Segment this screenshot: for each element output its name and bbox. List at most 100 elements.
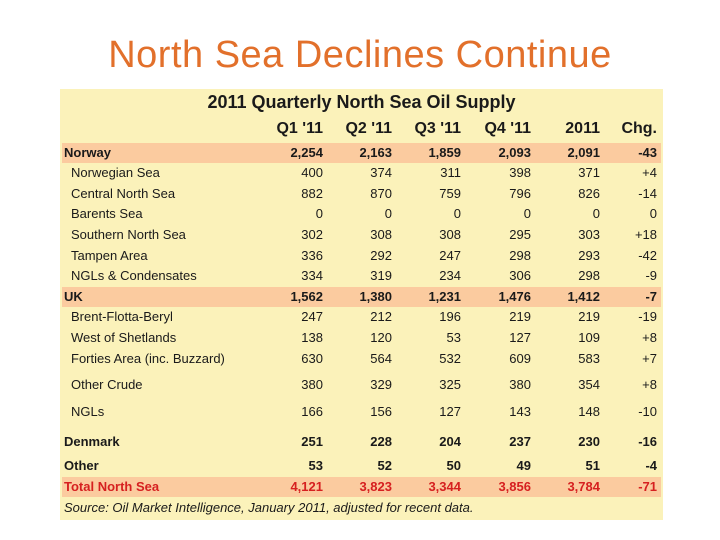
row-value: 53 [446, 330, 461, 345]
row-label: NGLs & Condensates [71, 268, 197, 283]
row-label: Forties Area (inc. Buzzard) [71, 351, 225, 366]
row-value: 583 [578, 351, 600, 366]
row-value: -10 [638, 404, 657, 419]
row-value: 52 [377, 458, 392, 473]
table-row: Other 53 52 50 49 51 -4 [62, 456, 661, 476]
row-label: Denmark [64, 434, 120, 449]
row-label: Total North Sea [64, 479, 160, 494]
row-value: +4 [642, 165, 657, 180]
row-value: 293 [578, 248, 600, 263]
row-value: 882 [301, 186, 323, 201]
row-label: Other [64, 458, 99, 473]
row-value: 50 [446, 458, 461, 473]
table-title: 2011 Quarterly North Sea Oil Supply [207, 92, 516, 112]
row-label: Other Crude [71, 377, 143, 392]
row-value: 609 [509, 351, 531, 366]
row-value: +7 [642, 351, 657, 366]
table-row: NGLs & Condensates 334 319 234 306 298 -9 [62, 266, 661, 286]
row-value: 127 [509, 330, 531, 345]
row-label: Southern North Sea [71, 227, 186, 242]
row-value: 219 [578, 309, 600, 324]
row-value: 308 [439, 227, 461, 242]
row-value: 143 [509, 404, 531, 419]
row-value: 334 [301, 268, 323, 283]
row-value: 302 [301, 227, 323, 242]
column-header: Chg. [621, 120, 657, 137]
row-value: 109 [578, 330, 600, 345]
row-value: 336 [301, 248, 323, 263]
row-label: West of Shetlands [71, 330, 177, 345]
row-value: 4,121 [290, 479, 323, 494]
row-value: -7 [645, 289, 657, 304]
row-value: 196 [439, 309, 461, 324]
row-label: Norway [64, 145, 111, 160]
row-value: 1,231 [428, 289, 461, 304]
row-label: Tampen Area [71, 248, 148, 263]
row-value: 295 [509, 227, 531, 242]
row-value: 234 [439, 268, 461, 283]
row-value: 630 [301, 351, 323, 366]
row-value: 759 [439, 186, 461, 201]
table-row: Brent-Flotta-Beryl 247 212 196 219 219 -19 [62, 307, 661, 327]
row-value: 0 [523, 206, 531, 221]
row-value: 247 [439, 248, 461, 263]
row-value: 3,344 [428, 479, 461, 494]
row-value: 53 [308, 458, 323, 473]
row-value: 251 [301, 434, 323, 449]
row-label: NGLs [71, 404, 105, 419]
column-header: Q4 '11 [484, 120, 531, 137]
table-row: Other Crude 380 329 325 380 354 +8 [62, 375, 661, 395]
row-value: 398 [509, 165, 531, 180]
table-row: Norwegian Sea 400 374 311 398 371 +4 [62, 163, 661, 183]
row-value: -14 [638, 186, 657, 201]
oil-supply-table: 2011 Quarterly North Sea Oil Supply Q1 '… [60, 89, 663, 520]
row-value: 230 [578, 434, 600, 449]
row-value: 51 [585, 458, 600, 473]
row-label: Central North Sea [71, 186, 176, 201]
row-value: 354 [578, 377, 600, 392]
row-value: 3,856 [498, 479, 531, 494]
row-value: 1,412 [567, 289, 600, 304]
row-value: 237 [509, 434, 531, 449]
row-value: 298 [578, 268, 600, 283]
slide-title: North Sea Declines Continue [108, 34, 612, 76]
column-header: Q3 '11 [414, 120, 461, 137]
row-value: 374 [370, 165, 392, 180]
row-value: -19 [638, 309, 657, 324]
row-value: 138 [301, 330, 323, 345]
row-value: 228 [370, 434, 392, 449]
row-value: 1,476 [498, 289, 531, 304]
table-row: Barents Sea 0 0 0 0 0 0 [62, 204, 661, 224]
row-value: 3,784 [567, 479, 600, 494]
row-value: 1,380 [359, 289, 392, 304]
row-value: -43 [638, 145, 657, 160]
table-row: West of Shetlands 138 120 53 127 109 +8 [62, 328, 661, 348]
row-value: 219 [509, 309, 531, 324]
row-label: Brent-Flotta-Beryl [71, 309, 173, 324]
table-row: Tampen Area 336 292 247 298 293 -42 [62, 246, 661, 266]
row-value: +8 [642, 330, 657, 345]
row-value: +18 [634, 227, 657, 242]
row-value: 204 [439, 434, 461, 449]
row-label: Norwegian Sea [71, 165, 160, 180]
row-value: 319 [370, 268, 392, 283]
row-value: 2,254 [290, 145, 323, 160]
row-value: 380 [509, 377, 531, 392]
row-value: 564 [370, 351, 392, 366]
row-value: 0 [592, 206, 600, 221]
row-value: 826 [578, 186, 600, 201]
row-value: 1,562 [290, 289, 323, 304]
row-value: 532 [439, 351, 461, 366]
table-row: NGLs 166 156 127 143 148 -10 [62, 402, 661, 422]
table-row: Norway 2,254 2,163 1,859 2,093 2,091 -43 [62, 143, 661, 163]
row-value: 0 [649, 206, 657, 221]
row-value: 380 [301, 377, 323, 392]
row-value: 298 [509, 248, 531, 263]
table-row: Central North Sea 882 870 759 796 826 -14 [62, 184, 661, 204]
column-header: Q1 '11 [276, 120, 323, 137]
row-value: 156 [370, 404, 392, 419]
source-note: Source: Oil Market Intelligence, January… [64, 500, 474, 515]
row-value: -42 [638, 248, 657, 263]
row-value: -4 [645, 458, 657, 473]
row-value: 127 [439, 404, 461, 419]
